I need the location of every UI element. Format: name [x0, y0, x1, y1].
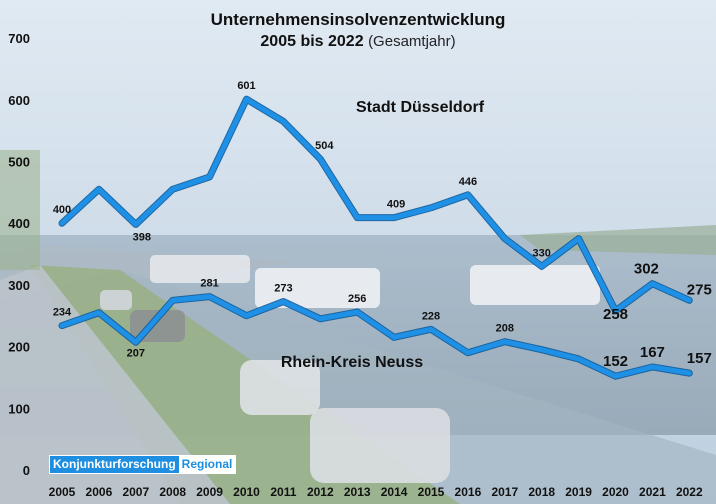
data-label: 400 [53, 204, 71, 216]
series-label-duesseldorf: Stadt Düsseldorf [356, 99, 485, 116]
subtitle-years: 2005 bis 2022 [260, 33, 364, 50]
series-line-0 [59, 96, 692, 314]
x-tick-label: 2012 [307, 485, 334, 499]
y-tick-label: 100 [8, 401, 30, 416]
data-label: 281 [200, 278, 218, 290]
data-label: 273 [274, 283, 292, 295]
x-tick-label: 2005 [49, 485, 76, 499]
chart-subtitle: 2005 bis 2022 (Gesamtjahr) [0, 33, 716, 51]
data-label: 398 [133, 231, 151, 243]
chart-title: Unternehmensinsolvenzentwicklung [210, 10, 506, 29]
data-label: 157 [687, 350, 712, 367]
data-label: 409 [387, 199, 405, 211]
series-line-1 [59, 294, 692, 379]
badge-right: Regional [178, 456, 236, 473]
y-tick-label: 400 [8, 216, 30, 231]
data-label: 601 [237, 80, 255, 92]
y-tick-label: 300 [8, 278, 30, 293]
data-label: 258 [603, 306, 628, 323]
data-label: 504 [315, 140, 334, 152]
x-tick-label: 2014 [381, 485, 408, 499]
source-badge: Konjunkturforschung Regional [49, 455, 237, 474]
x-tick-label: 2013 [344, 485, 371, 499]
data-label: 302 [634, 261, 659, 278]
data-label: 256 [348, 293, 366, 305]
y-tick-label: 200 [8, 340, 30, 355]
x-tick-label: 2020 [602, 485, 629, 499]
subtitle-note: (Gesamtjahr) [368, 33, 456, 50]
x-tick-label: 2009 [196, 485, 223, 499]
x-tick-label: 2007 [122, 485, 149, 499]
x-axis: 2005 2006 2007 2008 2009 2010 2011 2012 2013 2014… [49, 485, 703, 499]
data-label: 330 [533, 247, 551, 259]
x-tick-label: 2018 [528, 485, 555, 499]
x-tick-label: 2022 [676, 485, 703, 499]
data-label: 207 [127, 347, 145, 359]
data-label: 152 [603, 353, 628, 370]
x-tick-label: 2017 [491, 485, 518, 499]
x-tick-label: 2006 [86, 485, 113, 499]
y-tick-label: 500 [8, 155, 30, 170]
x-tick-label: 2010 [233, 485, 260, 499]
x-tick-label: 2016 [455, 485, 482, 499]
data-labels: 400 398 601 504 409 446 330 258 302 275 234 207 281 2… [53, 80, 712, 370]
y-tick-label: 700 [8, 31, 30, 46]
x-tick-label: 2008 [159, 485, 186, 499]
x-tick-label: 2011 [270, 485, 296, 499]
x-tick-label: 2021 [639, 485, 666, 499]
x-tick-label: 2015 [418, 485, 445, 499]
series-lines [58, 95, 693, 380]
data-label: 228 [422, 310, 440, 322]
series-label-neuss: Rhein-Kreis Neuss [281, 354, 423, 371]
data-label: 234 [53, 307, 72, 319]
data-label: 208 [496, 323, 514, 335]
x-tick-label: 2019 [565, 485, 592, 499]
y-tick-label: 600 [8, 93, 30, 108]
data-label: 446 [459, 176, 477, 188]
data-label: 167 [640, 344, 665, 361]
y-axis: 0 100 200 300 400 500 600 700 [8, 31, 30, 478]
y-tick-label: 0 [23, 463, 30, 478]
data-label: 275 [687, 281, 712, 298]
badge-left: Konjunkturforschung [50, 456, 179, 473]
